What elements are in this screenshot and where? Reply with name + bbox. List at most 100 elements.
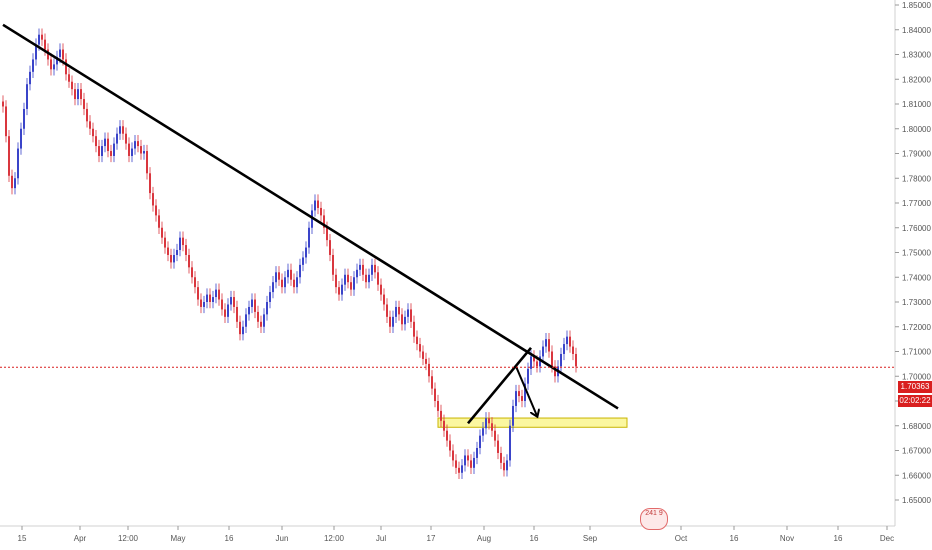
x-tick-label: 16 — [225, 534, 234, 543]
candle-body — [38, 34, 40, 45]
x-tick-label: May — [170, 534, 185, 543]
candle-body — [320, 207, 322, 216]
y-axis[interactable]: 1.85000 1.84000 1.83000 1.82000 1.81000 1.800… — [894, 0, 931, 526]
candle-body — [83, 99, 85, 109]
x-tick-label: 16 — [834, 534, 843, 543]
candle-body — [92, 128, 94, 137]
y-tick-label: 1.82000 — [902, 75, 931, 84]
candle-body — [317, 200, 319, 208]
x-tick-label: Oct — [675, 534, 688, 543]
candle-body — [419, 344, 421, 352]
x-tick-label: 12:00 — [324, 534, 345, 543]
candle-body — [212, 297, 214, 302]
candle-body — [572, 346, 574, 354]
candle-body — [257, 311, 259, 322]
candle-body — [377, 272, 379, 285]
candle-body — [122, 126, 124, 134]
candle-body — [518, 391, 520, 397]
candle-body — [380, 284, 382, 295]
candle-body — [329, 240, 331, 255]
candle-body — [338, 287, 340, 295]
candle-body — [119, 126, 121, 134]
candle-body — [452, 450, 454, 461]
candle-body — [542, 346, 544, 357]
x-tick-label: 17 — [427, 534, 436, 543]
x-tick-label: Nov — [780, 534, 794, 543]
candle-body — [455, 460, 457, 468]
candle-body — [233, 297, 235, 307]
y-tick-label: 1.70000 — [902, 372, 931, 381]
y-tick-label: 1.73000 — [902, 298, 931, 307]
candle-body — [506, 460, 508, 471]
y-tick-label: 1.72000 — [902, 323, 931, 332]
candle-body — [464, 455, 466, 466]
candle-body — [569, 336, 571, 347]
candle-body — [215, 289, 217, 298]
candle-body — [110, 151, 112, 156]
candle-body — [101, 146, 103, 156]
candle-body — [476, 448, 478, 458]
candle-body — [56, 56, 58, 65]
candle-body — [290, 269, 292, 280]
candle-body — [350, 282, 352, 290]
candle-body — [485, 418, 487, 429]
candle-body — [482, 428, 484, 436]
indicator-badge[interactable]: 241 9 — [640, 508, 668, 530]
candle-body — [554, 366, 556, 377]
candle-body — [560, 353, 562, 367]
candle-body — [32, 59, 34, 72]
candle-body — [497, 440, 499, 453]
x-tick-label: Jul — [376, 534, 386, 543]
candle-body — [200, 299, 202, 307]
candle-body — [281, 279, 283, 288]
candle-body — [263, 314, 265, 327]
candle-body — [251, 299, 253, 307]
candle-body — [221, 299, 223, 310]
candle-body — [113, 143, 115, 156]
candle-body — [494, 430, 496, 441]
candle-body — [236, 306, 238, 322]
candle-body — [59, 49, 61, 57]
candle-body — [392, 316, 394, 327]
candle-body — [386, 304, 388, 317]
candle-body — [431, 376, 433, 389]
candle-body — [44, 39, 46, 50]
y-tick-label: 1.85000 — [902, 1, 931, 10]
candle-body — [248, 306, 250, 315]
candle-body — [437, 401, 439, 411]
candle-body — [131, 148, 133, 156]
trend-drawings[interactable] — [2, 23, 619, 425]
x-axis[interactable]: 15 Apr 12:00 May 16 Jun 12:00 Jul 17 Aug 16 Sep Oct 1… — [0, 525, 895, 543]
candle-body — [371, 264, 373, 275]
y-tick-label: 1.78000 — [902, 174, 931, 183]
candle-body — [146, 151, 148, 174]
candle-body — [296, 277, 298, 288]
candle-body — [326, 227, 328, 241]
x-tick-label: 16 — [530, 534, 539, 543]
candle-body — [368, 274, 370, 283]
candle-body — [5, 106, 7, 137]
x-tick-label: Sep — [583, 534, 598, 543]
candle-body — [71, 81, 73, 90]
candle-body — [275, 272, 277, 283]
candle-body — [491, 423, 493, 431]
candle-body — [206, 294, 208, 302]
candle-body — [68, 74, 70, 82]
candle-body — [551, 351, 553, 367]
candle-body — [23, 108, 25, 129]
candle-body — [188, 254, 190, 268]
candle-body — [458, 467, 460, 473]
y-tick-label: 1.80000 — [902, 125, 931, 134]
candle-body — [473, 457, 475, 468]
candle-body — [80, 89, 82, 100]
candle-body — [443, 420, 445, 431]
candle-body — [47, 49, 49, 60]
y-tick-label: 1.71000 — [902, 348, 931, 357]
candle-body — [107, 138, 109, 152]
candle-body — [143, 151, 145, 154]
candle-body — [488, 418, 490, 424]
y-tick-label: 1.74000 — [902, 273, 931, 282]
candle-body — [242, 326, 244, 335]
candle-body — [398, 306, 400, 315]
